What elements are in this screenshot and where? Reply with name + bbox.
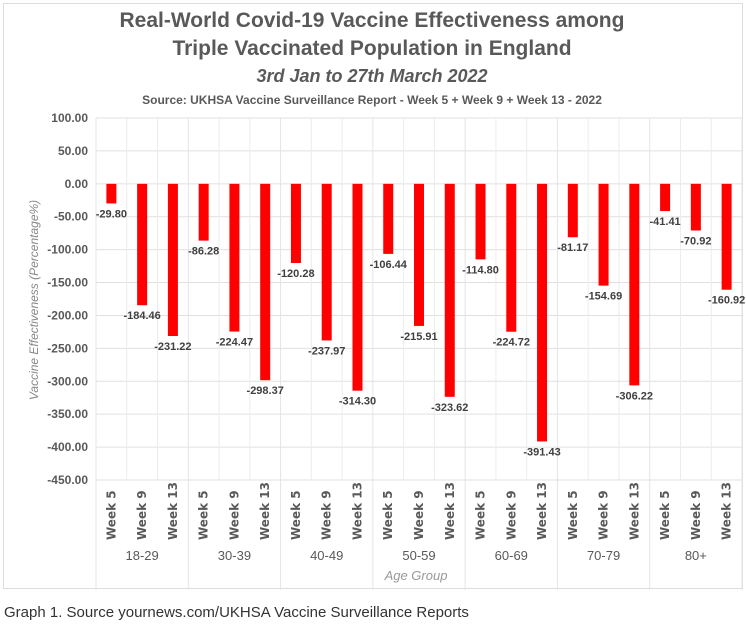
- group-label: 40-49: [310, 548, 343, 563]
- group-label: 70-79: [587, 548, 620, 563]
- data-label: -86.28: [188, 246, 219, 258]
- group-label: 30-39: [218, 548, 251, 563]
- chart-title: Real-World Covid-19 Vaccine Effectivenes…: [120, 9, 625, 32]
- y-tick-label: -100.00: [47, 243, 88, 257]
- bar: [414, 183, 424, 326]
- week-label: Week 5: [566, 490, 580, 540]
- data-label: -154.69: [585, 291, 622, 303]
- data-label: -231.22: [154, 341, 191, 353]
- bar: [198, 183, 209, 241]
- data-label: -120.28: [277, 268, 314, 280]
- data-label: -391.43: [523, 446, 560, 458]
- bar: [106, 183, 117, 204]
- bar: [721, 183, 732, 290]
- week-label: Week 13: [535, 482, 549, 540]
- bar: [506, 183, 517, 332]
- bar: [352, 183, 363, 391]
- x-axis-label: Age Group: [384, 568, 448, 583]
- bar: [321, 183, 332, 341]
- data-label: -114.80: [462, 264, 499, 276]
- y-tick-label: -350.00: [47, 407, 88, 421]
- data-label: -314.30: [339, 396, 376, 408]
- y-tick-label: 0.00: [65, 177, 89, 191]
- y-tick-label: -450.00: [47, 473, 88, 487]
- y-tick-label: -250.00: [47, 341, 88, 355]
- y-tick-label: -150.00: [47, 276, 88, 290]
- y-axis-label: Vaccine Effectiveness (Percentage%): [27, 200, 41, 400]
- bar: [290, 183, 301, 263]
- week-label: Week 5: [289, 490, 303, 540]
- group-label: 50-59: [402, 548, 435, 563]
- week-label: Week 13: [443, 482, 457, 540]
- bar: [260, 183, 271, 381]
- y-tick-label: -400.00: [47, 440, 88, 454]
- y-tick-label: 100.00: [51, 111, 88, 125]
- y-tick-label: -200.00: [47, 308, 88, 322]
- data-label: -237.97: [308, 345, 345, 357]
- chart-title-2: Triple Vaccinated Population in England: [172, 37, 571, 60]
- week-label: Week 13: [720, 482, 734, 540]
- data-label: -29.80: [96, 208, 127, 220]
- data-label: -298.37: [247, 385, 284, 397]
- week-label: Week 9: [689, 490, 703, 540]
- bar: [690, 183, 701, 231]
- data-label: -224.47: [216, 337, 253, 349]
- chart-subtitle: 3rd Jan to 27th March 2022: [256, 66, 487, 86]
- y-tick-label: -50.00: [54, 210, 88, 224]
- week-label: Week 5: [381, 490, 395, 540]
- week-label: Week 13: [258, 482, 272, 540]
- week-label: Week 9: [320, 490, 334, 540]
- week-label: Week 9: [504, 490, 518, 540]
- chart-source: Source: UKHSA Vaccine Surveillance Repor…: [142, 93, 602, 107]
- bar: [137, 183, 148, 306]
- data-label: -81.17: [557, 242, 588, 254]
- data-label: -41.41: [649, 216, 680, 228]
- bar: [383, 183, 394, 254]
- bar: [660, 183, 671, 212]
- bar: [229, 183, 240, 332]
- data-label: -323.62: [431, 402, 468, 414]
- bar: [475, 183, 486, 260]
- group-label: 18-29: [126, 548, 159, 563]
- bar: [598, 183, 609, 286]
- group-label: 60-69: [495, 548, 528, 563]
- week-label: Week 9: [597, 490, 611, 540]
- week-label: Week 13: [166, 482, 180, 540]
- group-label: 80+: [685, 548, 707, 563]
- week-label: Week 5: [104, 490, 118, 540]
- week-label: Week 13: [627, 482, 641, 540]
- week-label: Week 13: [350, 482, 364, 540]
- data-label: -215.91: [400, 331, 437, 343]
- chart: Real-World Covid-19 Vaccine Effectivenes…: [27, 9, 745, 590]
- data-label: -160.92: [708, 295, 745, 307]
- week-label: Week 9: [412, 490, 426, 540]
- caption: Graph 1. Source yournews.com/UKHSA Vacci…: [4, 604, 469, 621]
- data-label: -70.92: [680, 235, 711, 247]
- data-label: -306.22: [616, 390, 653, 402]
- data-label: -106.44: [370, 259, 408, 271]
- week-label: Week 9: [227, 490, 241, 540]
- y-tick-label: 50.00: [58, 144, 88, 158]
- bar: [444, 183, 455, 397]
- bar: [167, 183, 178, 337]
- data-label: -184.46: [123, 310, 160, 322]
- week-label: Week 9: [135, 490, 149, 540]
- week-label: Week 5: [658, 490, 672, 540]
- bar: [567, 183, 578, 238]
- y-tick-label: -300.00: [47, 374, 88, 388]
- week-label: Week 5: [197, 490, 211, 540]
- bar: [629, 183, 640, 386]
- week-label: Week 5: [474, 490, 488, 540]
- data-label: -224.72: [493, 337, 530, 349]
- bar: [537, 183, 548, 442]
